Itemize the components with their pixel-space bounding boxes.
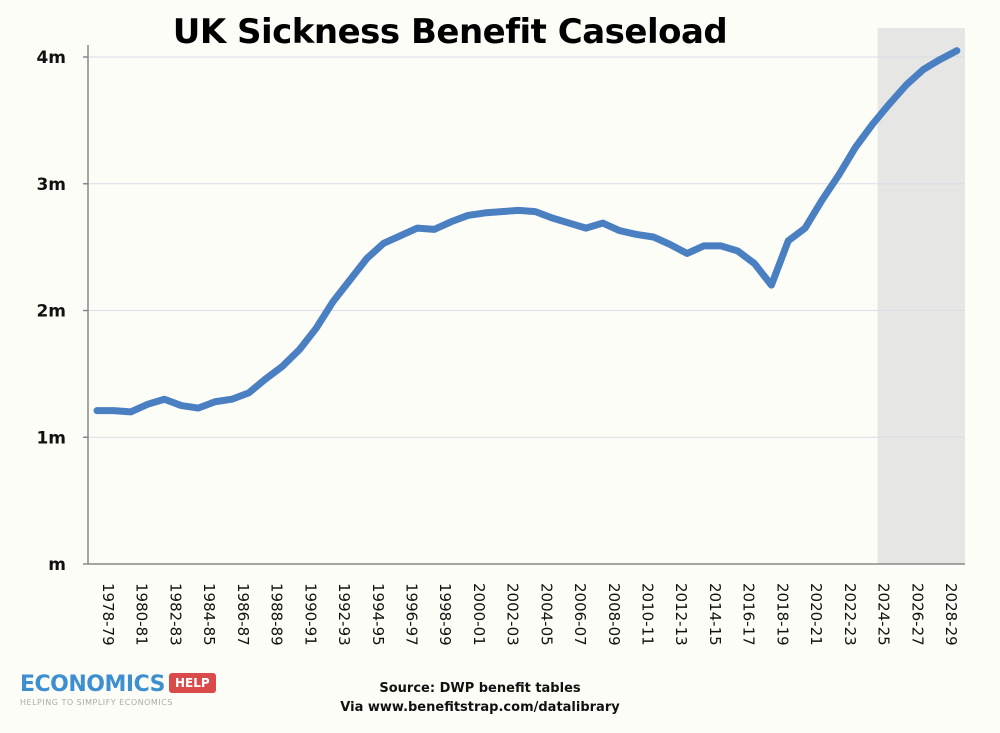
data-point xyxy=(433,228,435,230)
source-line-2: Via www.benefitstrap.com/datalibrary xyxy=(340,700,620,715)
data-point xyxy=(551,217,553,219)
data-point xyxy=(585,227,587,229)
logo-subtitle: HELPING TO SIMPLIFY ECONOMICS xyxy=(20,698,173,707)
economics-help-logo: ECONOMICS HELP HELPING TO SIMPLIFY ECONOM… xyxy=(20,672,216,707)
data-point xyxy=(501,211,503,213)
data-point xyxy=(619,230,621,232)
data-point xyxy=(602,222,604,224)
data-point xyxy=(686,252,688,254)
x-tick-label: 2014-15 xyxy=(706,583,724,646)
data-point xyxy=(484,212,486,214)
data-point xyxy=(838,174,840,176)
data-point xyxy=(905,84,907,86)
data-point xyxy=(113,410,115,412)
x-tick-label: 1980-81 xyxy=(133,583,151,646)
data-point xyxy=(568,222,570,224)
x-tick-label: 2024-25 xyxy=(875,583,893,646)
data-point xyxy=(703,245,705,247)
x-tick-label: 1986-87 xyxy=(234,583,252,646)
data-point xyxy=(737,250,739,252)
data-point xyxy=(130,411,132,413)
data-point xyxy=(922,69,924,71)
x-tick-label: 2000-01 xyxy=(470,583,488,646)
x-tick-label: 1978-79 xyxy=(99,583,117,646)
x-tick-label: 2012-13 xyxy=(672,583,690,646)
x-tick-label: 1998-99 xyxy=(436,583,454,646)
data-point xyxy=(298,349,300,351)
data-point xyxy=(720,245,722,247)
data-point xyxy=(450,221,452,223)
caseload-line xyxy=(93,47,961,416)
data-point xyxy=(248,392,250,394)
x-tick-label: 2028-29 xyxy=(942,583,960,646)
x-tick-label: 2022-23 xyxy=(841,583,859,646)
data-point xyxy=(888,103,890,105)
data-point xyxy=(534,211,536,213)
logo-tag: HELP xyxy=(168,673,216,693)
chart-title: UK Sickness Benefit Caseload xyxy=(172,12,728,52)
y-tick-label: 3m xyxy=(36,175,66,195)
data-point xyxy=(787,240,789,242)
data-point xyxy=(821,199,823,201)
x-tick-label: 1990-91 xyxy=(301,583,319,646)
y-tick-label: 2m xyxy=(36,302,66,322)
y-tick-label: 1m xyxy=(36,428,66,448)
data-point xyxy=(96,410,98,412)
y-tick-label: 4m xyxy=(36,48,66,68)
x-tick-label: 2016-17 xyxy=(740,583,758,646)
data-point xyxy=(804,227,806,229)
x-tick-label: 1982-83 xyxy=(166,583,184,646)
y-tick-label: m xyxy=(48,555,66,575)
data-point xyxy=(939,59,941,61)
data-point xyxy=(349,279,351,281)
x-tick-label: 2018-19 xyxy=(773,583,791,646)
x-tick-label: 2008-09 xyxy=(605,583,623,646)
x-tick-label: 1992-93 xyxy=(335,583,353,646)
data-point xyxy=(214,401,216,403)
data-point xyxy=(956,50,958,52)
data-point xyxy=(669,244,671,246)
x-tick-label: 1994-95 xyxy=(369,583,387,646)
data-point xyxy=(231,398,233,400)
logo-main-text: ECONOMICS xyxy=(20,672,165,697)
x-tick-label: 2020-21 xyxy=(807,583,825,646)
data-point xyxy=(416,227,418,229)
data-point xyxy=(197,407,199,409)
data-point xyxy=(265,378,267,380)
data-point xyxy=(399,235,401,237)
source-line-1: Source: DWP benefit tables xyxy=(379,681,581,696)
data-point xyxy=(147,403,149,405)
x-tick-label: 1988-89 xyxy=(268,583,286,646)
data-point xyxy=(636,233,638,235)
data-point xyxy=(518,209,519,211)
x-tick-label: 1984-85 xyxy=(200,583,218,646)
x-tick-label: 2002-03 xyxy=(504,583,522,646)
data-point xyxy=(467,214,469,216)
data-point xyxy=(855,146,857,148)
data-point xyxy=(366,258,368,260)
data-point xyxy=(332,301,334,303)
data-point xyxy=(383,242,385,244)
data-point xyxy=(754,263,756,265)
x-tick-label: 2004-05 xyxy=(537,583,555,646)
data-point xyxy=(315,327,317,329)
forecast-shaded-region xyxy=(877,28,965,564)
data-point xyxy=(180,405,182,407)
data-point xyxy=(770,284,772,286)
data-point xyxy=(652,236,654,238)
data-point xyxy=(281,365,283,367)
data-point xyxy=(163,398,165,400)
x-tick-label: 2026-27 xyxy=(908,583,926,646)
x-tick-label: 1996-97 xyxy=(402,583,420,646)
x-tick-label: 2010-11 xyxy=(639,583,657,646)
data-point xyxy=(872,123,874,125)
x-tick-label: 2006-07 xyxy=(571,583,589,646)
